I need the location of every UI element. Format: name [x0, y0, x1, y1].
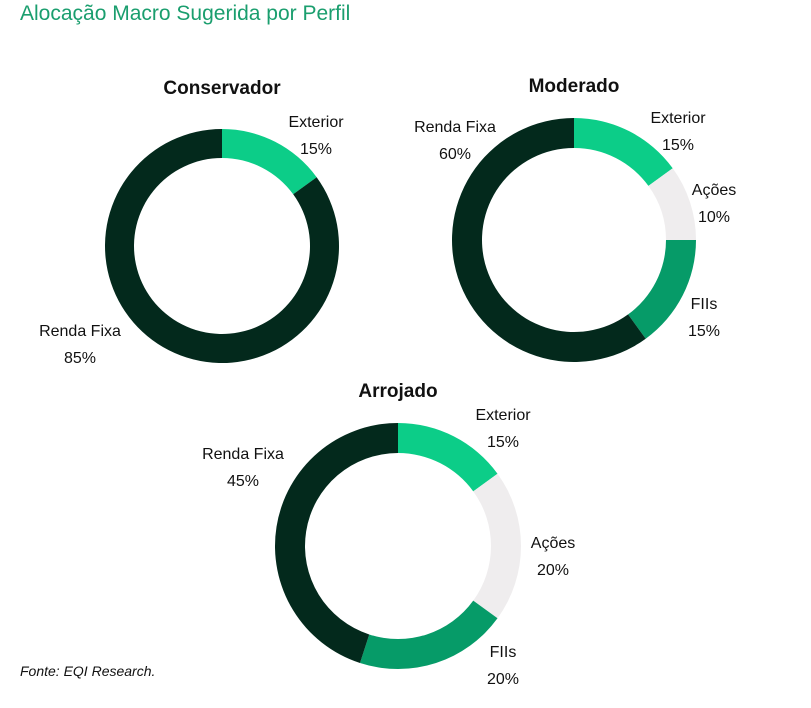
slice-ações: [473, 473, 521, 619]
slice-value: 45%: [227, 473, 259, 490]
slice-label: FIIs: [691, 296, 718, 313]
chart-title-arrojado: Arrojado: [358, 381, 437, 402]
slice-label: Ações: [692, 182, 736, 199]
slice-renda-fixa: [451, 118, 646, 363]
slice-fiis: [359, 600, 498, 670]
slice-value: 15%: [688, 323, 720, 340]
chart-title: Alocação Macro Sugerida por Perfil: [20, 2, 351, 25]
chart-title-moderado: Moderado: [529, 76, 620, 97]
slice-exterior: [398, 423, 498, 492]
slice-value: 15%: [487, 434, 519, 451]
slice-label: Renda Fixa: [202, 446, 284, 463]
slice-value: 10%: [698, 209, 730, 226]
chart-title-conservador: Conservador: [163, 78, 281, 99]
slice-value: 15%: [662, 137, 694, 154]
slice-value: 85%: [64, 350, 96, 367]
slice-ações: [648, 168, 696, 240]
slice-renda-fixa: [274, 423, 398, 663]
slice-value: 60%: [439, 146, 471, 163]
slice-label: Ações: [531, 535, 575, 552]
slice-fiis: [628, 240, 696, 339]
slice-label: Renda Fixa: [39, 323, 121, 340]
slice-value: 15%: [300, 141, 332, 158]
slice-exterior: [222, 129, 317, 195]
slice-label: Exterior: [288, 114, 344, 131]
slice-value: 20%: [537, 562, 569, 579]
slice-exterior: [574, 118, 673, 186]
slice-label: Exterior: [475, 407, 531, 424]
slice-label: FIIs: [490, 644, 517, 661]
slice-value: 20%: [487, 671, 519, 688]
slice-label: Exterior: [650, 110, 706, 127]
source-note: Fonte: EQI Research.: [20, 663, 156, 679]
slice-label: Renda Fixa: [414, 119, 496, 136]
